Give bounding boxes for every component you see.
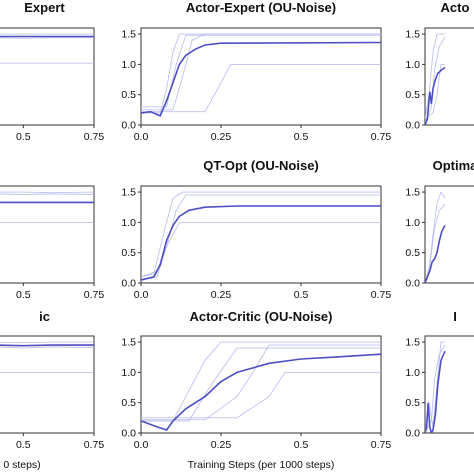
panel-frame (140, 185, 382, 284)
panel-5: QT-Opt (OU-Noise) 0.0 0.25 0.5 0.75 0.0 0.5 1.0… (121, 158, 391, 301)
y-tick-label: 1.0 (405, 217, 420, 229)
x-tick-label: 0.75 (371, 131, 392, 143)
run-line-1 (141, 341, 381, 422)
y-tick-label: 0.5 (405, 247, 420, 259)
mean-line (425, 350, 446, 433)
mean-line (141, 205, 381, 281)
x-tick-label: 0.75 (84, 289, 105, 301)
y-tick-label: 1.0 (405, 367, 420, 379)
panel-title: I (453, 309, 457, 324)
run-line-2 (141, 194, 381, 281)
y-tick-label: 1.0 (121, 217, 136, 229)
y-tick-label: 1.5 (405, 29, 420, 41)
mean-line (141, 353, 381, 431)
run-line-2 (425, 203, 446, 283)
run-line-4 (141, 34, 381, 108)
x-tick-label: 0.5 (16, 439, 31, 451)
x-tick-label: 0.0 (134, 439, 149, 451)
run-line-3 (141, 221, 381, 278)
x-tick-label: 0.75 (84, 131, 105, 143)
y-tick-label: 0.5 (121, 247, 136, 259)
mean-line (0, 344, 94, 347)
y-tick-label: 1.5 (405, 187, 420, 199)
run-line-1 (0, 191, 94, 194)
y-tick-label: 0.5 (121, 89, 136, 101)
y-tick-label: 1.0 (121, 59, 136, 71)
panel-frame (424, 27, 474, 126)
x-tick-label: 0.75 (84, 439, 105, 451)
x-axis-label: Training Steps (per 1000 steps) (188, 459, 335, 471)
panel-frame (0, 185, 95, 284)
x-tick-label: 0.5 (294, 131, 309, 143)
y-tick-label: 0.0 (405, 278, 420, 290)
panel-title: Actor-Critic (OU-Noise) (189, 309, 332, 324)
run-line-2 (0, 193, 94, 195)
panel-7: ic 0.5 0.75 0 steps) (0, 309, 104, 471)
run-line-2 (141, 344, 381, 421)
panel-frame (0, 27, 95, 126)
x-axis-label: 0 steps) (3, 459, 40, 471)
y-tick-label: 1.5 (121, 29, 136, 41)
x-tick-label: 0.5 (16, 131, 31, 143)
y-tick-label: 1.5 (121, 337, 136, 349)
mean-line (141, 41, 381, 117)
panel-frame (424, 185, 474, 284)
y-tick-label: 1.5 (121, 187, 136, 199)
panel-4: 0.5 0.75 (0, 185, 105, 301)
run-line-1 (141, 191, 381, 278)
x-tick-label: 0.25 (211, 439, 232, 451)
run-line-1 (141, 33, 381, 114)
run-line-2 (425, 36, 446, 123)
panel-2: Actor-Expert (OU-Noise) 0.0 0.25 0.5 0.75 0.0… (121, 0, 391, 143)
panel-6: Optima 0.0 0.5 1.0 1.5 (405, 158, 474, 290)
x-tick-label: 0.75 (371, 439, 392, 451)
panel-1: Expert 0.5 0.75 (0, 0, 104, 143)
panel-3: Acto 0.0 0.5 1.0 1.5 (405, 0, 474, 132)
panel-8: Actor-Critic (OU-Noise) 0.0 0.25 0.5 0.75 0.0… (121, 309, 391, 471)
y-tick-label: 1.0 (405, 59, 420, 71)
x-tick-label: 0.25 (211, 131, 232, 143)
panel-frame (140, 27, 382, 126)
x-tick-label: 0.5 (294, 289, 309, 301)
x-tick-label: 0.25 (211, 289, 232, 301)
run-line-3 (141, 63, 381, 113)
y-tick-label: 0.5 (405, 397, 420, 409)
run-line-1 (425, 33, 445, 119)
panel-frame (0, 335, 95, 434)
y-tick-label: 1.0 (121, 367, 136, 379)
y-tick-label: 1.5 (405, 337, 420, 349)
x-tick-label: 0.0 (134, 131, 149, 143)
run-line-2 (0, 346, 94, 349)
panel-title: QT-Opt (OU-Noise) (203, 158, 319, 173)
run-line-1 (0, 341, 94, 344)
mean-line (425, 66, 446, 125)
x-tick-label: 0.5 (294, 439, 309, 451)
run-line-2 (0, 37, 94, 39)
run-line-3 (141, 371, 381, 419)
x-tick-label: 0.5 (16, 289, 31, 301)
y-tick-label: 0.0 (121, 120, 136, 132)
run-line-1 (425, 191, 446, 283)
y-tick-label: 0.0 (405, 428, 420, 440)
run-line-2 (141, 33, 381, 111)
panel-frame (140, 335, 382, 434)
x-tick-label: 0.0 (134, 289, 149, 301)
mean-line (425, 225, 446, 283)
run-line-3 (425, 63, 445, 120)
x-tick-label: 0.75 (371, 289, 392, 301)
panel-title: Optima (433, 158, 474, 173)
panel-title: ic (39, 309, 50, 324)
panel-title: Expert (24, 0, 65, 15)
y-tick-label: 0.0 (405, 120, 420, 132)
panel-9: I 0.0 0.5 1.0 1.5 (405, 309, 474, 440)
panel-title: Actor-Expert (OU-Noise) (186, 0, 336, 15)
panel-frame (424, 335, 474, 434)
y-tick-label: 0.0 (121, 278, 136, 290)
y-tick-label: 0.0 (121, 428, 136, 440)
panel-title: Acto (441, 0, 470, 15)
y-tick-label: 0.5 (121, 397, 136, 409)
y-tick-label: 0.5 (405, 89, 420, 101)
